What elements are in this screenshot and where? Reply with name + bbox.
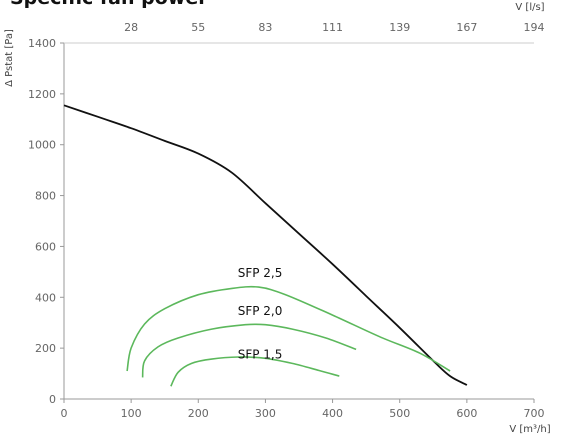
top-tick-label: 55 (191, 21, 205, 34)
x-axis-label: V [m³/h] (509, 424, 550, 435)
sfp-curve-label: SFP 2,0 (238, 304, 283, 318)
y-axis-label: Δ Pstat [Pa] (4, 29, 15, 87)
x-tick-label: 500 (389, 407, 410, 420)
top-tick-label: 111 (322, 21, 343, 34)
top-tick-label: 167 (456, 21, 477, 34)
top-tick-label: 83 (258, 21, 272, 34)
x-tick-label: 400 (322, 407, 343, 420)
x-tick-label: 700 (524, 407, 545, 420)
y-tick-label: 800 (35, 190, 56, 203)
sfp-curve-line (170, 356, 340, 387)
chart-series: SFP 2,5 SFP 2,0 SFP 1,5 (63, 104, 468, 387)
top-tick-label: 28 (124, 21, 138, 34)
x-tick-label: 100 (121, 407, 142, 420)
y-tick-label: 200 (35, 342, 56, 355)
chart-axes (63, 42, 534, 400)
sfp-curve-label: SFP 2,5 (238, 266, 283, 280)
y-tick-label: 600 (35, 240, 56, 253)
sfp-curve-label: SFP 1,5 (238, 347, 283, 361)
fan-curve-line (63, 104, 468, 386)
x-tick-labels: 0 100 200 300 400 500 600 700 (61, 399, 545, 420)
sfp-curve-line (141, 323, 357, 378)
sfp-curve-line (126, 285, 451, 372)
y-tick-label: 1000 (28, 139, 56, 152)
x-tick-label: 300 (255, 407, 276, 420)
y-tick-label: 1200 (28, 88, 56, 101)
y-tick-label: 400 (35, 291, 56, 304)
y-tick-label: 1400 (28, 37, 56, 50)
x-tick-label: 200 (188, 407, 209, 420)
top-tick-label: 194 (524, 21, 545, 34)
y-tick-labels: 0 200 400 600 800 1000 1200 1400 (28, 37, 64, 406)
x-tick-label: 600 (456, 407, 477, 420)
top-axis-label: V [l/s] (515, 2, 544, 13)
chart-title: Specific fan power (10, 0, 208, 9)
top-tick-labels: 28 55 83 111 139 167 194 (124, 21, 544, 34)
y-tick-label: 0 (49, 393, 56, 406)
x-tick-label: 0 (61, 407, 68, 420)
top-tick-label: 139 (389, 21, 410, 34)
